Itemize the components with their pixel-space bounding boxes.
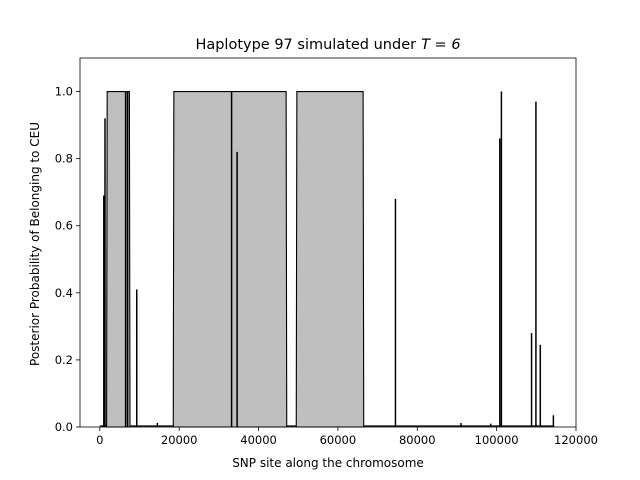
- x-axis: 0 20000 40000 60000 80000 100000 120000: [96, 427, 598, 447]
- chart-title: Haplotype 97 simulated under T = 6: [195, 37, 460, 53]
- y-axis: 0.0 0.2 0.4 0.6 0.8 1.0: [55, 85, 80, 434]
- posterior-region-2: [295, 90, 365, 428]
- x-axis-label: SNP site along the chromosome: [232, 456, 424, 470]
- x-tick-label-5: 100000: [475, 433, 519, 447]
- x-tick-label-1: 20000: [161, 433, 198, 447]
- y-tick-label-2: 0.4: [55, 286, 73, 300]
- posterior-region-1: [172, 90, 288, 428]
- y-tick-label-5: 1.0: [55, 85, 73, 99]
- title-text: Haplotype 97 simulated under: [195, 37, 416, 53]
- title-math: T = 6: [421, 37, 460, 53]
- y-tick-label-0: 0.0: [55, 420, 73, 434]
- y-tick-label-4: 0.8: [55, 152, 73, 166]
- y-tick-label-3: 0.6: [55, 219, 73, 233]
- axes-frame: [79, 57, 577, 428]
- y-tick-label-1: 0.2: [55, 353, 73, 367]
- x-tick-label-3: 60000: [320, 433, 357, 447]
- y-axis-label: Posterior Probability of Belonging to CE…: [28, 122, 42, 366]
- x-tick-label-2: 40000: [240, 433, 277, 447]
- plot-area: [99, 90, 555, 428]
- x-tick-label-4: 80000: [399, 433, 436, 447]
- posterior-region-0: [106, 90, 131, 428]
- x-tick-label-0: 0: [96, 433, 103, 447]
- x-tick-label-6: 120000: [554, 433, 598, 447]
